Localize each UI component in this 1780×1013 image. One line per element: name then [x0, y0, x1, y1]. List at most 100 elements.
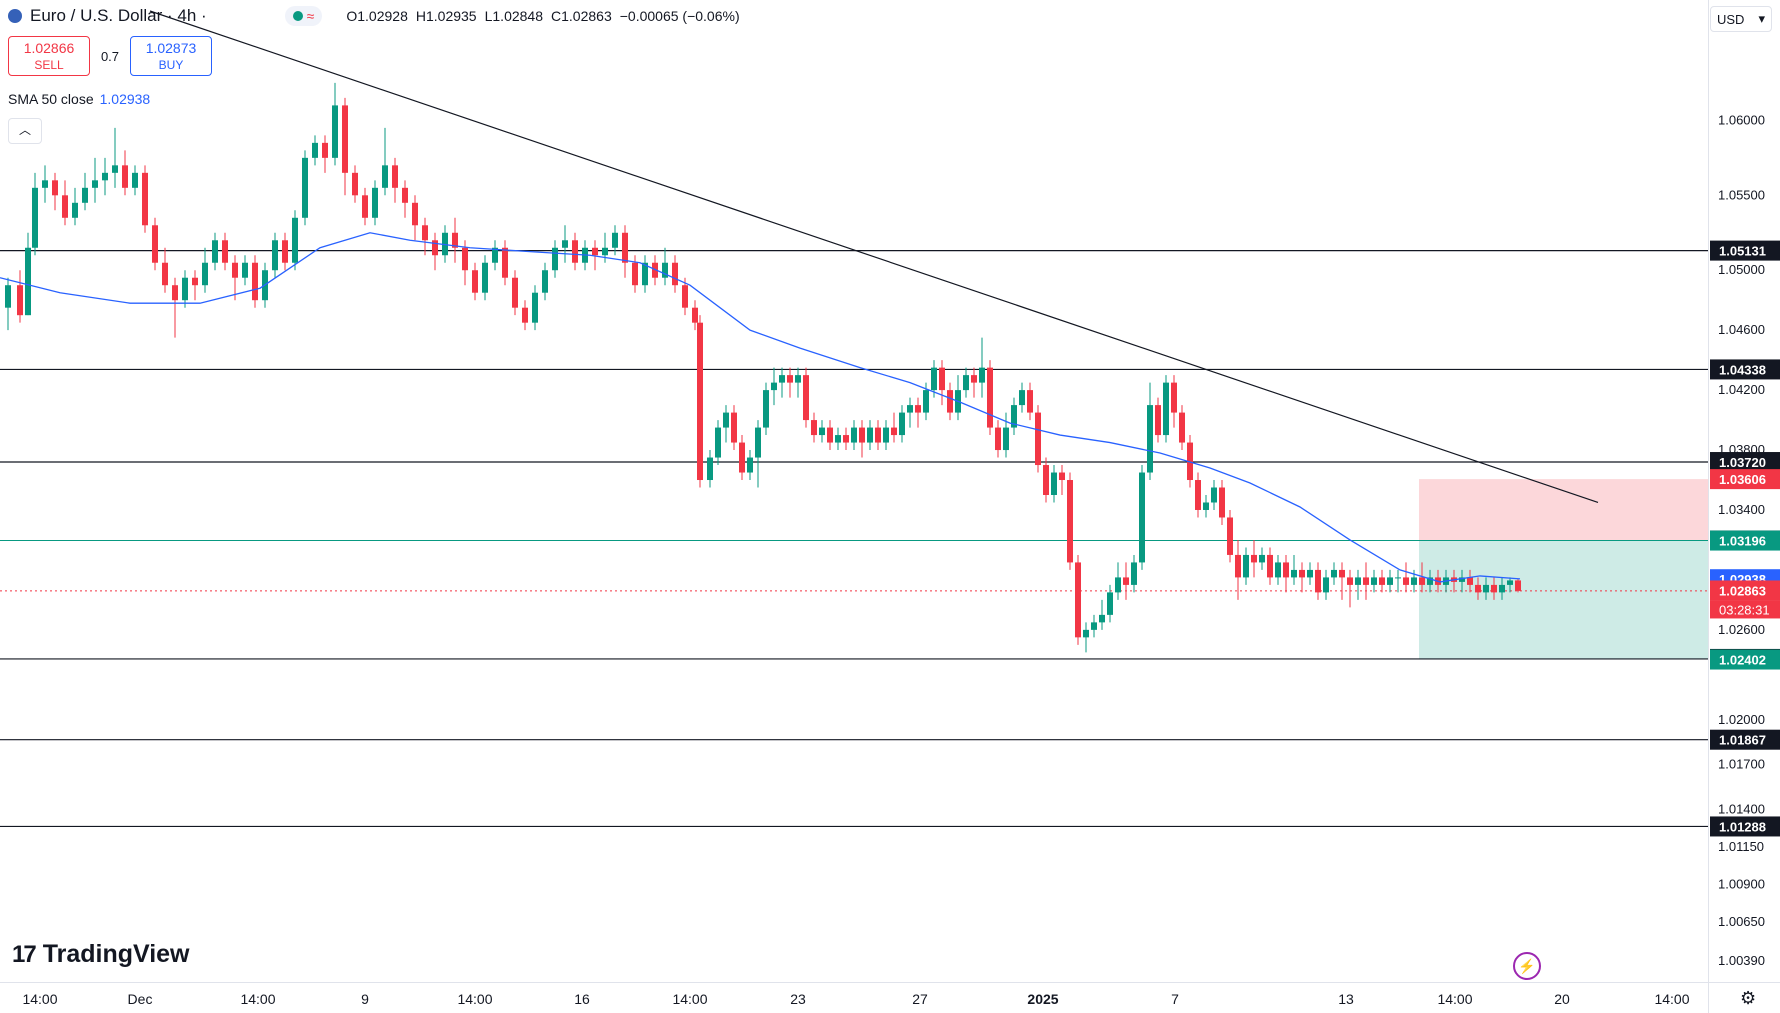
candle-down: [422, 225, 428, 241]
candle-up: [1507, 580, 1513, 585]
high-value: 1.02935: [425, 8, 477, 24]
candle-up: [382, 165, 388, 188]
stop-zone: [1419, 479, 1708, 541]
candle-up: [1147, 405, 1153, 473]
candle-down: [1075, 562, 1081, 638]
candle-up: [1323, 577, 1329, 593]
buy-button[interactable]: 1.02873 BUY: [130, 36, 212, 76]
trade-panel: 1.02866 SELL 0.7 1.02873 BUY: [8, 36, 212, 76]
settings-gear-icon[interactable]: ⚙: [1740, 988, 1757, 1008]
candle-up: [612, 232, 618, 248]
price-axis-label-box: [1710, 649, 1780, 670]
candle-down: [803, 375, 809, 421]
chevron-down-icon: ▾: [1758, 11, 1765, 26]
price-axis-label-box: [1710, 530, 1780, 551]
tradingview-logo-icon: 17: [12, 940, 37, 968]
price-axis-label: 1.02402: [1719, 653, 1766, 668]
price-tick-label: 1.01150: [1718, 839, 1764, 854]
candle-down: [1475, 584, 1481, 593]
candle-up: [1019, 390, 1025, 406]
candle-down: [1227, 517, 1233, 555]
spread-value: 0.7: [100, 48, 120, 64]
candle-up: [723, 412, 729, 428]
price-axis-label: 1.03720: [1719, 455, 1766, 470]
sma-label: SMA 50 close: [8, 91, 94, 107]
lightning-icon[interactable]: ⚡: [1513, 952, 1541, 980]
candle-down: [739, 442, 745, 473]
sell-label: SELL: [34, 58, 64, 72]
candle-down: [342, 105, 348, 173]
time-tick-label: 27: [912, 991, 928, 1007]
candle-down: [522, 307, 528, 323]
candle-down: [1515, 580, 1521, 591]
candle-down: [1155, 405, 1161, 436]
candle-down: [672, 262, 678, 286]
candle-down: [392, 165, 398, 188]
candle-down: [1467, 577, 1473, 585]
price-tick-label: 1.00650: [1718, 914, 1765, 929]
tradingview-logo[interactable]: 17 TradingView: [12, 940, 190, 969]
collapse-legend-button[interactable]: ︿: [8, 118, 42, 144]
candle-up: [1371, 577, 1377, 585]
candle-up: [1131, 562, 1137, 585]
time-tick-label: 14:00: [672, 991, 707, 1007]
countdown-box: [1710, 600, 1780, 619]
time-tick-label: 14:00: [22, 991, 57, 1007]
candle-up: [112, 165, 118, 173]
candle-up: [931, 367, 937, 391]
buy-label: BUY: [158, 58, 184, 72]
candle-down: [472, 270, 478, 293]
price-axis-label-box: [1710, 580, 1780, 601]
candle-down: [162, 262, 168, 286]
price-axis-label: 1.05131: [1719, 244, 1766, 259]
candle-down: [172, 285, 178, 301]
candle-down: [232, 262, 238, 278]
price-axis-label: 1.03606: [1719, 472, 1766, 487]
currency-select[interactable]: USD ▾: [1710, 6, 1772, 32]
candle-down: [632, 262, 638, 286]
candle-down: [859, 427, 865, 443]
sma-legend[interactable]: SMA 50 close 1.02938: [8, 91, 150, 107]
candle-up: [182, 277, 188, 301]
wave-icon: ≈: [306, 8, 315, 24]
candle-down: [1379, 577, 1385, 585]
candle-down: [1179, 412, 1185, 443]
price-tick-label: 1.01400: [1718, 802, 1765, 817]
candle-up: [835, 435, 841, 443]
candle-down: [891, 427, 897, 436]
candle-up: [72, 202, 78, 218]
market-status[interactable]: ≈: [284, 6, 323, 26]
candle-up: [1051, 472, 1057, 495]
candle-up: [1091, 622, 1097, 630]
price-axis-label-box: [1710, 729, 1780, 750]
candle-up: [1411, 577, 1417, 585]
candle-up: [1387, 577, 1393, 585]
euro-flag-icon: [8, 9, 22, 23]
candle-up: [979, 367, 985, 383]
symbol-title[interactable]: Euro / U.S. Dollar · 4h ·: [30, 6, 207, 25]
time-tick-label: 14:00: [1437, 991, 1472, 1007]
candle-up: [1499, 584, 1505, 593]
time-tick-label: 14:00: [457, 991, 492, 1007]
candle-down: [282, 240, 288, 263]
candle-up: [32, 187, 38, 248]
candle-down: [17, 285, 23, 316]
candle-up: [102, 172, 108, 181]
candle-up: [302, 157, 308, 218]
candle-down: [1027, 390, 1033, 413]
candle-up: [372, 187, 378, 218]
candle-down: [1187, 442, 1193, 481]
candle-down: [322, 142, 328, 158]
price-axis-label-box: [1710, 469, 1780, 490]
time-tick-label: Dec: [128, 991, 153, 1007]
sell-button[interactable]: 1.02866 SELL: [8, 36, 90, 76]
price-axis-label: 1.04338: [1719, 362, 1766, 377]
candle-up: [851, 427, 857, 443]
candle-down: [1299, 569, 1305, 578]
candle-down: [1491, 584, 1497, 593]
candle-up: [1355, 577, 1361, 585]
candle-up: [763, 390, 769, 428]
candle-up: [907, 405, 913, 413]
candle-up: [1291, 569, 1297, 578]
